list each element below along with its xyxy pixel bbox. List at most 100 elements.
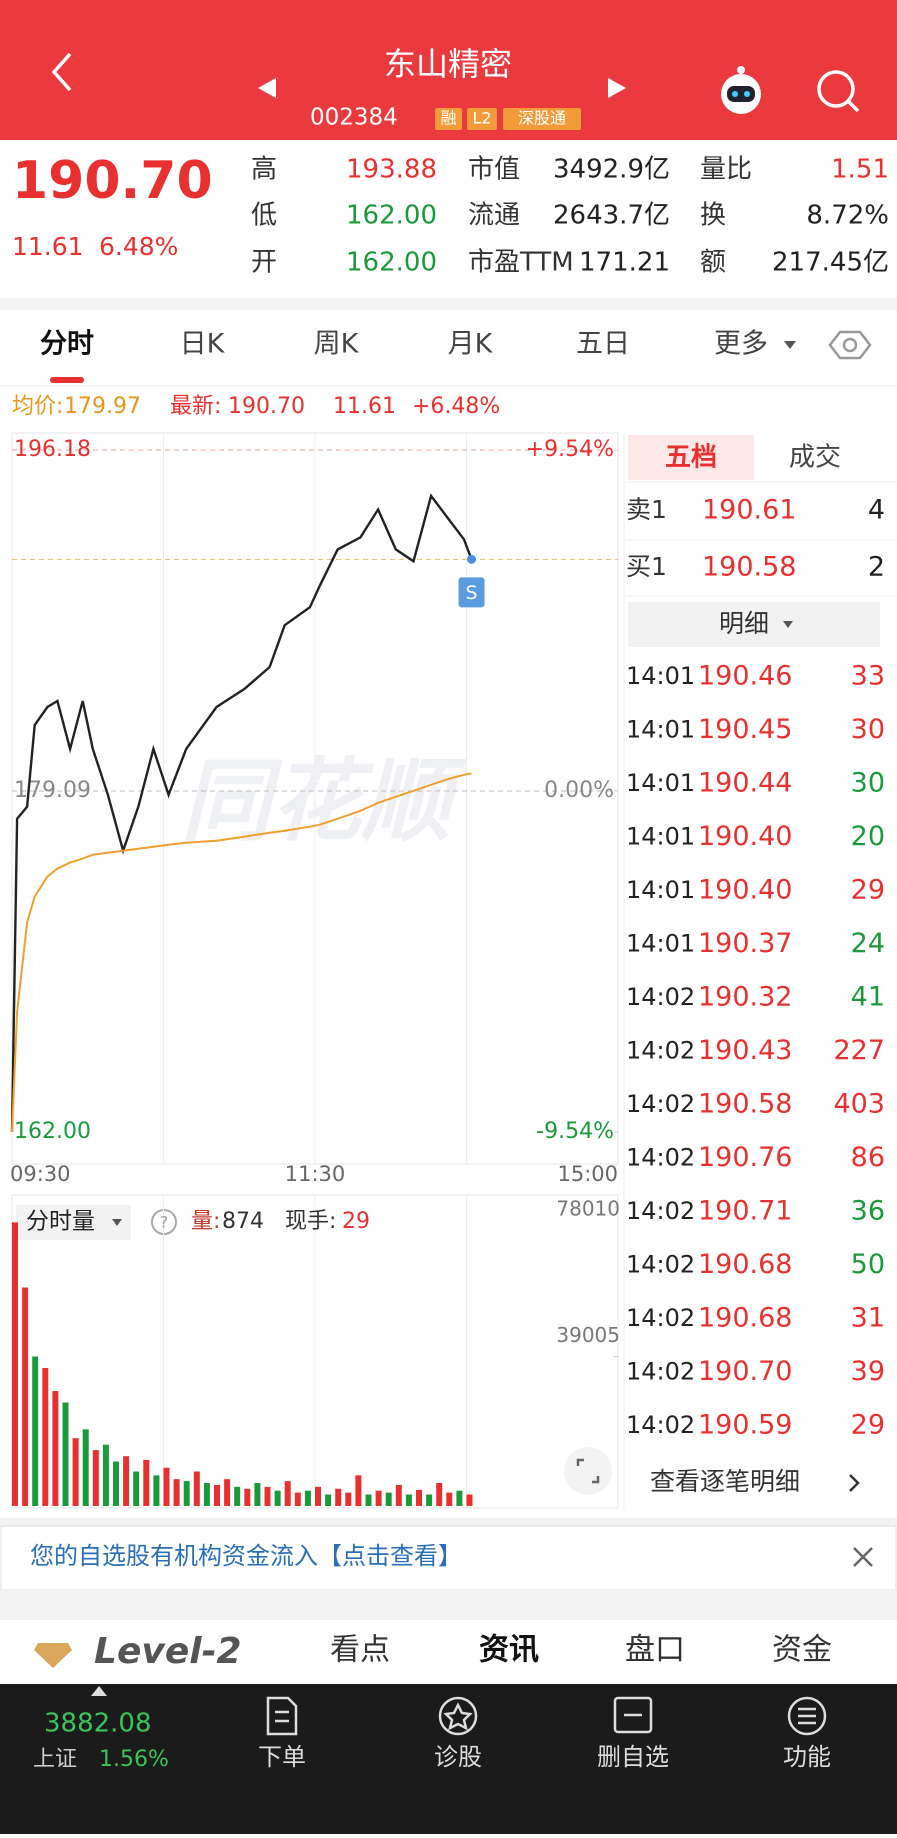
stat-value: 2643.7亿: [553, 201, 670, 231]
label: 均价:: [12, 394, 63, 419]
stock-code: 002384: [310, 105, 398, 131]
trade-time: 14:01: [626, 716, 695, 744]
trade-time: 14:02: [626, 1037, 695, 1065]
trade-qty: 31: [851, 1303, 885, 1334]
divider: [0, 298, 897, 310]
chart-tab[interactable]: 日K: [180, 329, 226, 360]
volume-bar: [244, 1488, 251, 1506]
volume-bar: [355, 1475, 362, 1506]
volume-bar: [234, 1486, 241, 1506]
label: 179.97: [64, 394, 141, 419]
volume-bar: [153, 1475, 160, 1506]
volume-bar: [254, 1483, 261, 1506]
footer-button[interactable]: 功能: [783, 1743, 831, 1771]
trade-qty: 41: [851, 982, 885, 1013]
trade-time: 14:01: [626, 823, 695, 851]
chart-tab[interactable]: 月K: [448, 329, 494, 360]
index-name: 上证: [33, 1747, 77, 1772]
badge-bg: [435, 108, 462, 130]
y2-tick-label: 0.00%: [544, 778, 614, 803]
volume-bar: [183, 1481, 190, 1506]
trade-price: 190.68: [698, 1303, 792, 1334]
last-price: 190.70: [12, 151, 213, 211]
bottom-tab[interactable]: 资讯: [479, 1633, 539, 1668]
volume-bar: [375, 1490, 382, 1506]
x-tick-label: 15:00: [557, 1162, 618, 1186]
volume-bar: [436, 1483, 443, 1506]
trade-time: 14:01: [626, 876, 695, 904]
dropdown-arrow: [112, 1219, 122, 1226]
volume-bar: [446, 1492, 453, 1506]
volume-bar: [82, 1429, 89, 1506]
volume-bar: [335, 1488, 342, 1506]
chart-tab[interactable]: 更多: [714, 329, 768, 360]
gem-icon: [34, 1643, 72, 1668]
index-pct: 1.56%: [99, 1747, 169, 1772]
expand-button[interactable]: [564, 1447, 612, 1495]
watermark: 同花顺: [181, 749, 467, 854]
y-tick-label: 196.18: [14, 437, 91, 462]
stat-label: 市值: [468, 155, 520, 185]
back-button[interactable]: [51, 52, 72, 92]
trade-price: 190.44: [698, 768, 792, 799]
bottom-tab[interactable]: 看点: [330, 1633, 390, 1668]
trade-qty: 29: [851, 875, 885, 906]
stat-value: 162.00: [346, 201, 437, 231]
search-icon[interactable]: [817, 70, 860, 113]
stat-value: 3492.9亿: [553, 155, 670, 185]
stat-label: 低: [251, 201, 277, 231]
y-tick-label: 162.00: [14, 1119, 91, 1144]
stat-value: 217.45亿: [772, 248, 889, 278]
footer-button[interactable]: 删自选: [597, 1743, 669, 1771]
trade-time: 14:01: [626, 930, 695, 958]
signal-marker: S: [466, 582, 478, 604]
trade-price: 190.71: [698, 1196, 792, 1227]
price-change-pct: 6.48%: [99, 232, 178, 261]
volume-bar: [32, 1356, 39, 1506]
stat-label: 换: [700, 201, 726, 231]
next-stock[interactable]: [608, 78, 626, 98]
trade-qty: 20: [851, 821, 885, 852]
robot-icon[interactable]: [721, 66, 761, 114]
banner-close[interactable]: [853, 1547, 873, 1567]
brand: Level-2: [94, 1631, 242, 1672]
volume-bar: [284, 1481, 291, 1506]
trade-time: 14:02: [626, 1197, 695, 1225]
book-tab[interactable]: 五档: [665, 443, 717, 473]
volume-bar: [274, 1490, 281, 1506]
stat-label: 量比: [700, 155, 752, 185]
trade-price: 190.40: [698, 821, 792, 852]
bottom-tab[interactable]: 盘口: [625, 1633, 685, 1668]
volume-bar: [416, 1489, 422, 1506]
volume-bar: [466, 1494, 473, 1506]
volume-bar: [456, 1490, 463, 1506]
trade-price: 190.59: [698, 1410, 792, 1441]
trade-time: 14:02: [626, 1411, 695, 1439]
bottom-tab[interactable]: 资金: [772, 1633, 832, 1668]
volume-bar: [12, 1222, 18, 1506]
trade-price: 190.45: [698, 714, 792, 745]
book-tab[interactable]: 成交: [789, 443, 841, 473]
volume-bar: [405, 1494, 412, 1506]
stat-label: 开: [251, 248, 277, 278]
settings-icon[interactable]: [828, 330, 872, 360]
y2-tick-label: +9.54%: [526, 437, 614, 462]
chart-tab[interactable]: 分时: [40, 329, 94, 360]
volume-bar: [102, 1444, 109, 1506]
volume-selector[interactable]: 分时量: [26, 1209, 95, 1235]
volume-bar: [193, 1471, 200, 1506]
volume-bar: [315, 1486, 321, 1506]
volume-bar: [304, 1490, 311, 1506]
trade-price: 190.32: [698, 982, 792, 1013]
chart-tab[interactable]: 五日: [576, 329, 630, 360]
footer-button[interactable]: 下单: [258, 1743, 306, 1771]
banner-text[interactable]: 您的自选股有机构资金流入【点击查看】: [30, 1542, 462, 1570]
chart-tab[interactable]: 周K: [314, 329, 360, 360]
footer-button[interactable]: 诊股: [434, 1743, 482, 1771]
prev-stock[interactable]: [258, 78, 276, 98]
volume-bar: [143, 1460, 150, 1506]
more-link[interactable]: 查看逐笔明细: [650, 1467, 800, 1496]
divider: [0, 1590, 897, 1620]
volume-selector-bg[interactable]: [16, 1205, 131, 1240]
